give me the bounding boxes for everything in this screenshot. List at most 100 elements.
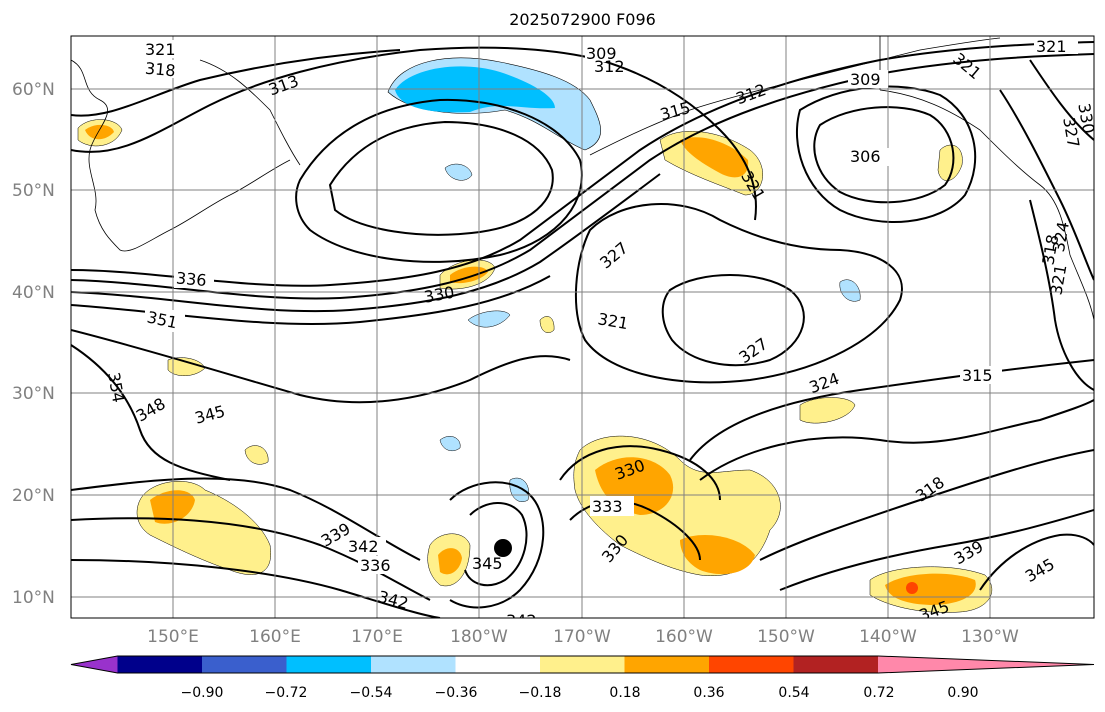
- colorbar-tick: −0.54: [350, 685, 393, 701]
- lon-label: 160°W: [655, 627, 713, 647]
- lat-label: 60°N: [12, 80, 55, 100]
- blue-anomaly-small-5: [509, 477, 530, 502]
- orange-anomaly-tropics-center-2: [680, 535, 755, 575]
- colorbar-segment: [202, 656, 287, 673]
- orange-anomaly-alaska: [680, 137, 749, 178]
- lat-label: 20°N: [12, 486, 55, 506]
- yellow-anomaly-small-c: [539, 316, 555, 333]
- colorbar-extend-right: [878, 656, 1094, 673]
- contour: [71, 53, 1094, 300]
- colorbar: [70, 655, 1095, 674]
- contour: [661, 274, 805, 367]
- contour-label-layer: 321 318 313 309 312 309 312 321 330 306 …: [104, 36, 1098, 630]
- map-title: 2025072900 F096: [509, 10, 656, 29]
- colorbar-tick: 0.90: [947, 685, 978, 701]
- blue-anomaly-small-4: [439, 436, 461, 451]
- contour: [779, 509, 1094, 591]
- lon-label: 140°W: [859, 627, 917, 647]
- contour-label: 318: [144, 59, 176, 81]
- contour: [575, 203, 903, 384]
- colorbar-segment: [371, 656, 456, 673]
- coastline-asia: [71, 59, 291, 252]
- contour: [449, 481, 545, 609]
- contour: [328, 120, 554, 236]
- contour-lines: [71, 41, 1094, 618]
- lon-label: 150°W: [757, 627, 815, 647]
- contour-label: 315: [962, 366, 993, 385]
- yellow-anomaly-small-d: [244, 445, 269, 465]
- contour-label: 312: [594, 57, 625, 76]
- map-frame: [70, 35, 1095, 619]
- colorbar-segment: [709, 656, 794, 673]
- contour-label: 309: [850, 70, 881, 89]
- contour: [71, 46, 757, 221]
- contour: [999, 89, 1094, 281]
- contour: [813, 106, 955, 204]
- colorbar-tick: −0.72: [265, 685, 308, 701]
- lat-label: 10°N: [12, 588, 55, 608]
- colorbar-tick: 0.72: [863, 685, 894, 701]
- contour: [689, 359, 1094, 461]
- colorbar-segment: [624, 656, 710, 673]
- colorbar-segment: [286, 656, 372, 673]
- contour: [71, 329, 571, 404]
- contour-label: 345: [472, 554, 503, 573]
- contour-label: 306: [850, 147, 881, 166]
- contour: [71, 41, 1094, 287]
- colorbar-tick: −0.18: [519, 685, 562, 701]
- longitude-labels: 150°E 160°E 170°E 180°W 170°W 160°W 150°…: [147, 627, 1019, 647]
- colorbar-segment: [455, 656, 541, 673]
- colorbar-extend-left: [71, 656, 118, 673]
- contour-label: 342: [506, 611, 537, 630]
- contour: [759, 449, 1094, 561]
- contour-label: 333: [592, 497, 623, 516]
- colorbar-segment: [540, 656, 625, 673]
- contour-label: 309: [586, 44, 617, 63]
- lon-label: 160°E: [249, 627, 301, 647]
- latitude-labels: 60°N 50°N 40°N 30°N 20°N 10°N: [12, 80, 55, 608]
- colorbar-tick: 0.18: [609, 685, 640, 701]
- contour: [1029, 199, 1094, 391]
- contour-label: 336: [360, 556, 391, 575]
- contour: [796, 85, 977, 223]
- contour-label: 330: [1074, 102, 1098, 135]
- colorbar-outline: [70, 655, 1095, 674]
- colorbar-tick: 0.36: [693, 685, 724, 701]
- lon-label: 170°W: [553, 627, 611, 647]
- contour: [71, 517, 431, 601]
- orange-anomaly-near-storm: [438, 548, 462, 575]
- blue-anomaly-small-1: [444, 163, 473, 181]
- colorbar-tick: −0.90: [181, 685, 224, 701]
- coastline-kamchatka: [199, 59, 301, 166]
- orange-anomaly-west: [85, 124, 114, 140]
- red-anomaly-tropics-east: [906, 582, 918, 594]
- lon-label: 130°W: [961, 627, 1019, 647]
- yellow-anomaly-east-midlat: [799, 397, 856, 424]
- colorbar-tick: 0.54: [778, 685, 809, 701]
- lat-label: 30°N: [12, 384, 55, 404]
- lon-label: 150°E: [147, 627, 199, 647]
- contour: [295, 98, 583, 263]
- colorbar-tick: −0.36: [435, 685, 478, 701]
- contour-label: 342: [348, 537, 379, 556]
- yellow-anomaly-small-b: [937, 144, 963, 181]
- contour: [979, 533, 1094, 591]
- lat-label: 50°N: [12, 181, 55, 201]
- contour: [71, 173, 661, 313]
- contour-label: 321: [1036, 37, 1067, 56]
- lon-label: 170°E: [351, 627, 403, 647]
- gridlines: [71, 36, 1094, 618]
- storm-center-marker: [494, 539, 512, 557]
- contour-label: 321: [145, 40, 176, 59]
- contour: [71, 559, 441, 618]
- lat-label: 40°N: [12, 283, 55, 303]
- colorbar-segment: [793, 656, 879, 673]
- contour: [569, 500, 701, 561]
- lon-label: 180°W: [450, 627, 508, 647]
- contour: [1029, 59, 1094, 141]
- contour: [71, 49, 401, 117]
- contour: [699, 399, 1094, 481]
- colorbar-ticks: −0.90 −0.72 −0.54 −0.36 −0.18 0.18 0.36 …: [181, 685, 979, 701]
- contour: [464, 502, 528, 587]
